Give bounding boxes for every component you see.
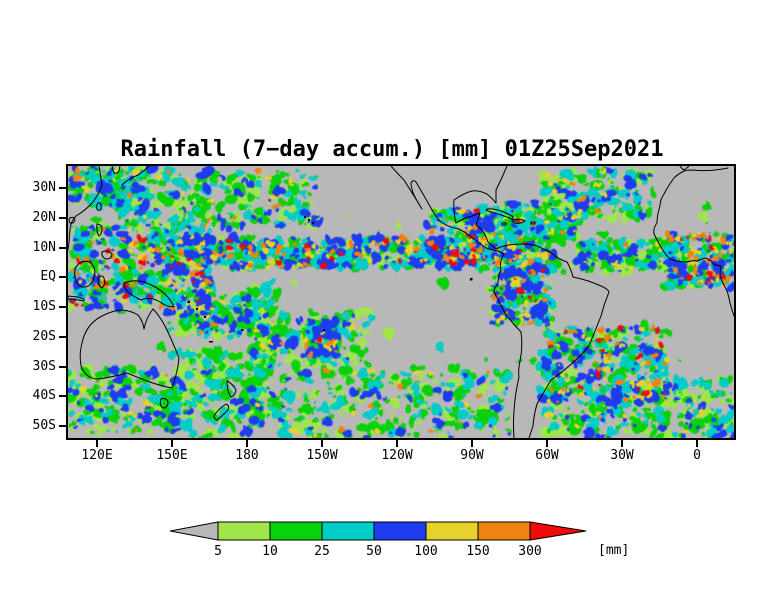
island-new-guinea — [123, 280, 175, 308]
coastline-australia — [79, 308, 180, 389]
island-jamaica — [501, 222, 507, 226]
lon-label-150E: 150E — [156, 448, 188, 463]
lon-label-120W: 120W — [381, 448, 413, 463]
legend-threshold-50: 50 — [366, 544, 382, 559]
coastline-gulf-atlantic — [453, 166, 510, 250]
y-axis-tick — [59, 276, 66, 279]
island-sulawesi — [97, 275, 106, 289]
color-scale-legend: 5 10 25 50 100 150 300 [mm] — [170, 521, 629, 559]
legend-threshold-25: 25 — [314, 544, 330, 559]
legend-threshold-300: 300 — [518, 544, 541, 559]
legend-segment-50-100 — [373, 521, 427, 541]
coastline-iberia — [679, 166, 690, 171]
x-axis-tick — [546, 440, 548, 447]
island-new-zealand-north — [226, 380, 237, 398]
legend-segment-10-25 — [269, 521, 323, 541]
lat-label-30N: 30N — [32, 180, 56, 196]
coastlines-overlay — [68, 166, 734, 438]
legend-segment-100-150 — [425, 521, 479, 541]
coastline-korea — [111, 166, 121, 174]
x-axis-tick — [246, 440, 248, 447]
lon-label-120E: 120E — [81, 448, 113, 463]
legend-segment-5-10 — [217, 521, 271, 541]
lat-label-30S: 30S — [32, 358, 56, 374]
island-luzon — [96, 223, 103, 237]
lon-label-90W: 90W — [460, 448, 484, 463]
lon-label-0: 0 — [693, 448, 701, 463]
y-axis-tick — [59, 365, 66, 368]
island-hainan — [68, 216, 76, 224]
legend-threshold-10: 10 — [262, 544, 278, 559]
island-tasmania — [159, 397, 169, 409]
y-axis-tick — [59, 395, 66, 398]
legend-segment-over-300 — [529, 521, 587, 541]
lat-label-10S: 10S — [32, 299, 56, 315]
island-mindanao — [101, 250, 113, 260]
lat-label-20N: 20N — [32, 209, 56, 225]
legend-segment-150-300 — [477, 521, 531, 541]
coastline-north-america-pacific — [390, 166, 505, 255]
lon-label-180: 180 — [235, 448, 259, 463]
plot-title: Rainfall (7−day accum.) [mm] 01Z25Sep202… — [120, 137, 664, 162]
x-axis-tick — [171, 440, 173, 447]
island-puerto-rico — [530, 221, 536, 225]
legend-threshold-100: 100 — [414, 544, 437, 559]
coastline-south-america-west — [493, 253, 523, 438]
island-new-zealand-south — [213, 403, 230, 421]
coastline-east-asia — [68, 166, 103, 251]
x-axis-tick — [471, 440, 473, 447]
y-axis-tick — [59, 425, 66, 428]
lon-label-30W: 30W — [610, 448, 634, 463]
lat-label-40S: 40S — [32, 388, 56, 404]
rainfall-field-canvas — [68, 166, 734, 438]
legend-segment-25-50 — [321, 521, 375, 541]
lat-label-20S: 20S — [32, 328, 56, 344]
x-axis-tick — [396, 440, 398, 447]
legend-threshold-150: 150 — [466, 544, 489, 559]
lat-label-10N: 10N — [32, 239, 56, 255]
island-cuba — [485, 208, 514, 220]
island-java — [68, 295, 85, 302]
map-area — [66, 164, 736, 440]
lon-label-60W: 60W — [535, 448, 559, 463]
coastline-africa-west — [653, 167, 734, 317]
x-axis-tick — [621, 440, 623, 447]
x-axis-tick — [696, 440, 698, 447]
legend-unit-label: [mm] — [598, 543, 629, 558]
island-borneo — [74, 260, 96, 288]
y-axis-tick — [59, 306, 66, 309]
y-axis-tick — [59, 187, 66, 190]
lat-label-50S: 50S — [32, 418, 56, 434]
coastline-south-america-east — [508, 243, 610, 438]
legend-segment-under-5 — [170, 521, 219, 541]
lat-label-EQ: EQ — [40, 269, 56, 285]
island-taiwan — [96, 202, 102, 211]
y-axis-tick — [59, 246, 66, 249]
y-axis-tick — [59, 335, 66, 338]
coastline-japan — [121, 166, 150, 186]
x-axis-tick — [96, 440, 98, 447]
small-pacific-islands — [188, 216, 473, 343]
x-axis-tick — [321, 440, 323, 447]
legend-threshold-5: 5 — [214, 544, 222, 559]
lon-label-150W: 150W — [306, 448, 338, 463]
y-axis-tick — [59, 216, 66, 219]
island-hispaniola — [512, 218, 526, 224]
